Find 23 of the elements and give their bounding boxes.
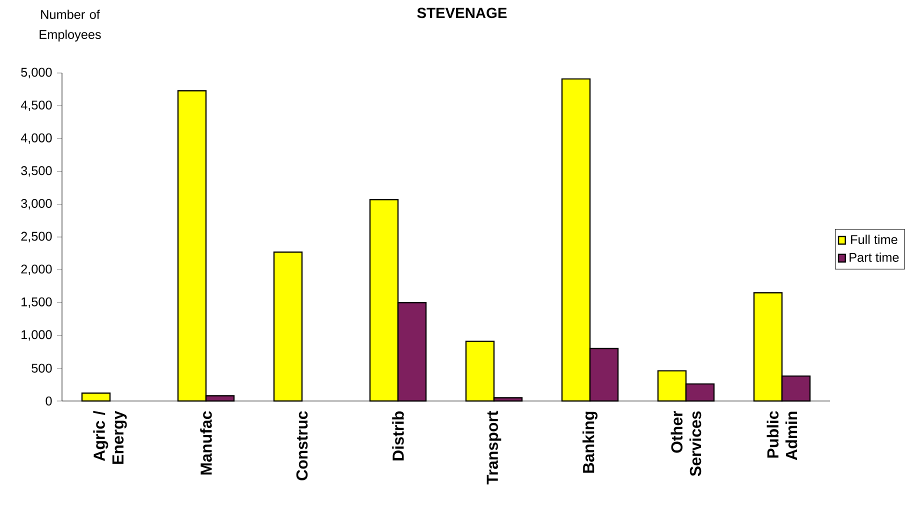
y-tick-label: 3,500 [21, 166, 52, 177]
x-tick-label: Other Services [670, 410, 702, 476]
y-tick-label: 2,500 [21, 232, 52, 242]
chart-title: STEVENAGE [417, 8, 507, 18]
y-tick-label: 1,500 [22, 297, 52, 308]
y-tick-label: 1,000 [22, 330, 52, 341]
y-tick-label: 500 [32, 364, 52, 373]
x-tick-label: Public Admin [766, 411, 798, 460]
x-tick-label: Manufac [200, 411, 212, 475]
y-tick-label: 4,000 [20, 133, 52, 144]
y-tick-label: 3,000 [21, 198, 52, 210]
legend-label: Full time [851, 234, 898, 244]
y-tick-label: 2,000 [21, 264, 52, 276]
x-tick-label: Agric / Energy [93, 410, 127, 464]
y-tick-label: 5,000 [21, 68, 52, 78]
y-tick-label: 0 [46, 396, 52, 406]
x-tick-label: Construc [296, 411, 308, 480]
x-tick-label: Distrib [392, 411, 404, 460]
y-tick-label: 4,500 [20, 100, 52, 112]
y-axis-title: Number of Employees [40, 10, 101, 42]
x-tick-label: Transport [486, 410, 502, 484]
legend-label: Part time [850, 252, 899, 262]
x-tick-label: Banking [582, 412, 598, 473]
